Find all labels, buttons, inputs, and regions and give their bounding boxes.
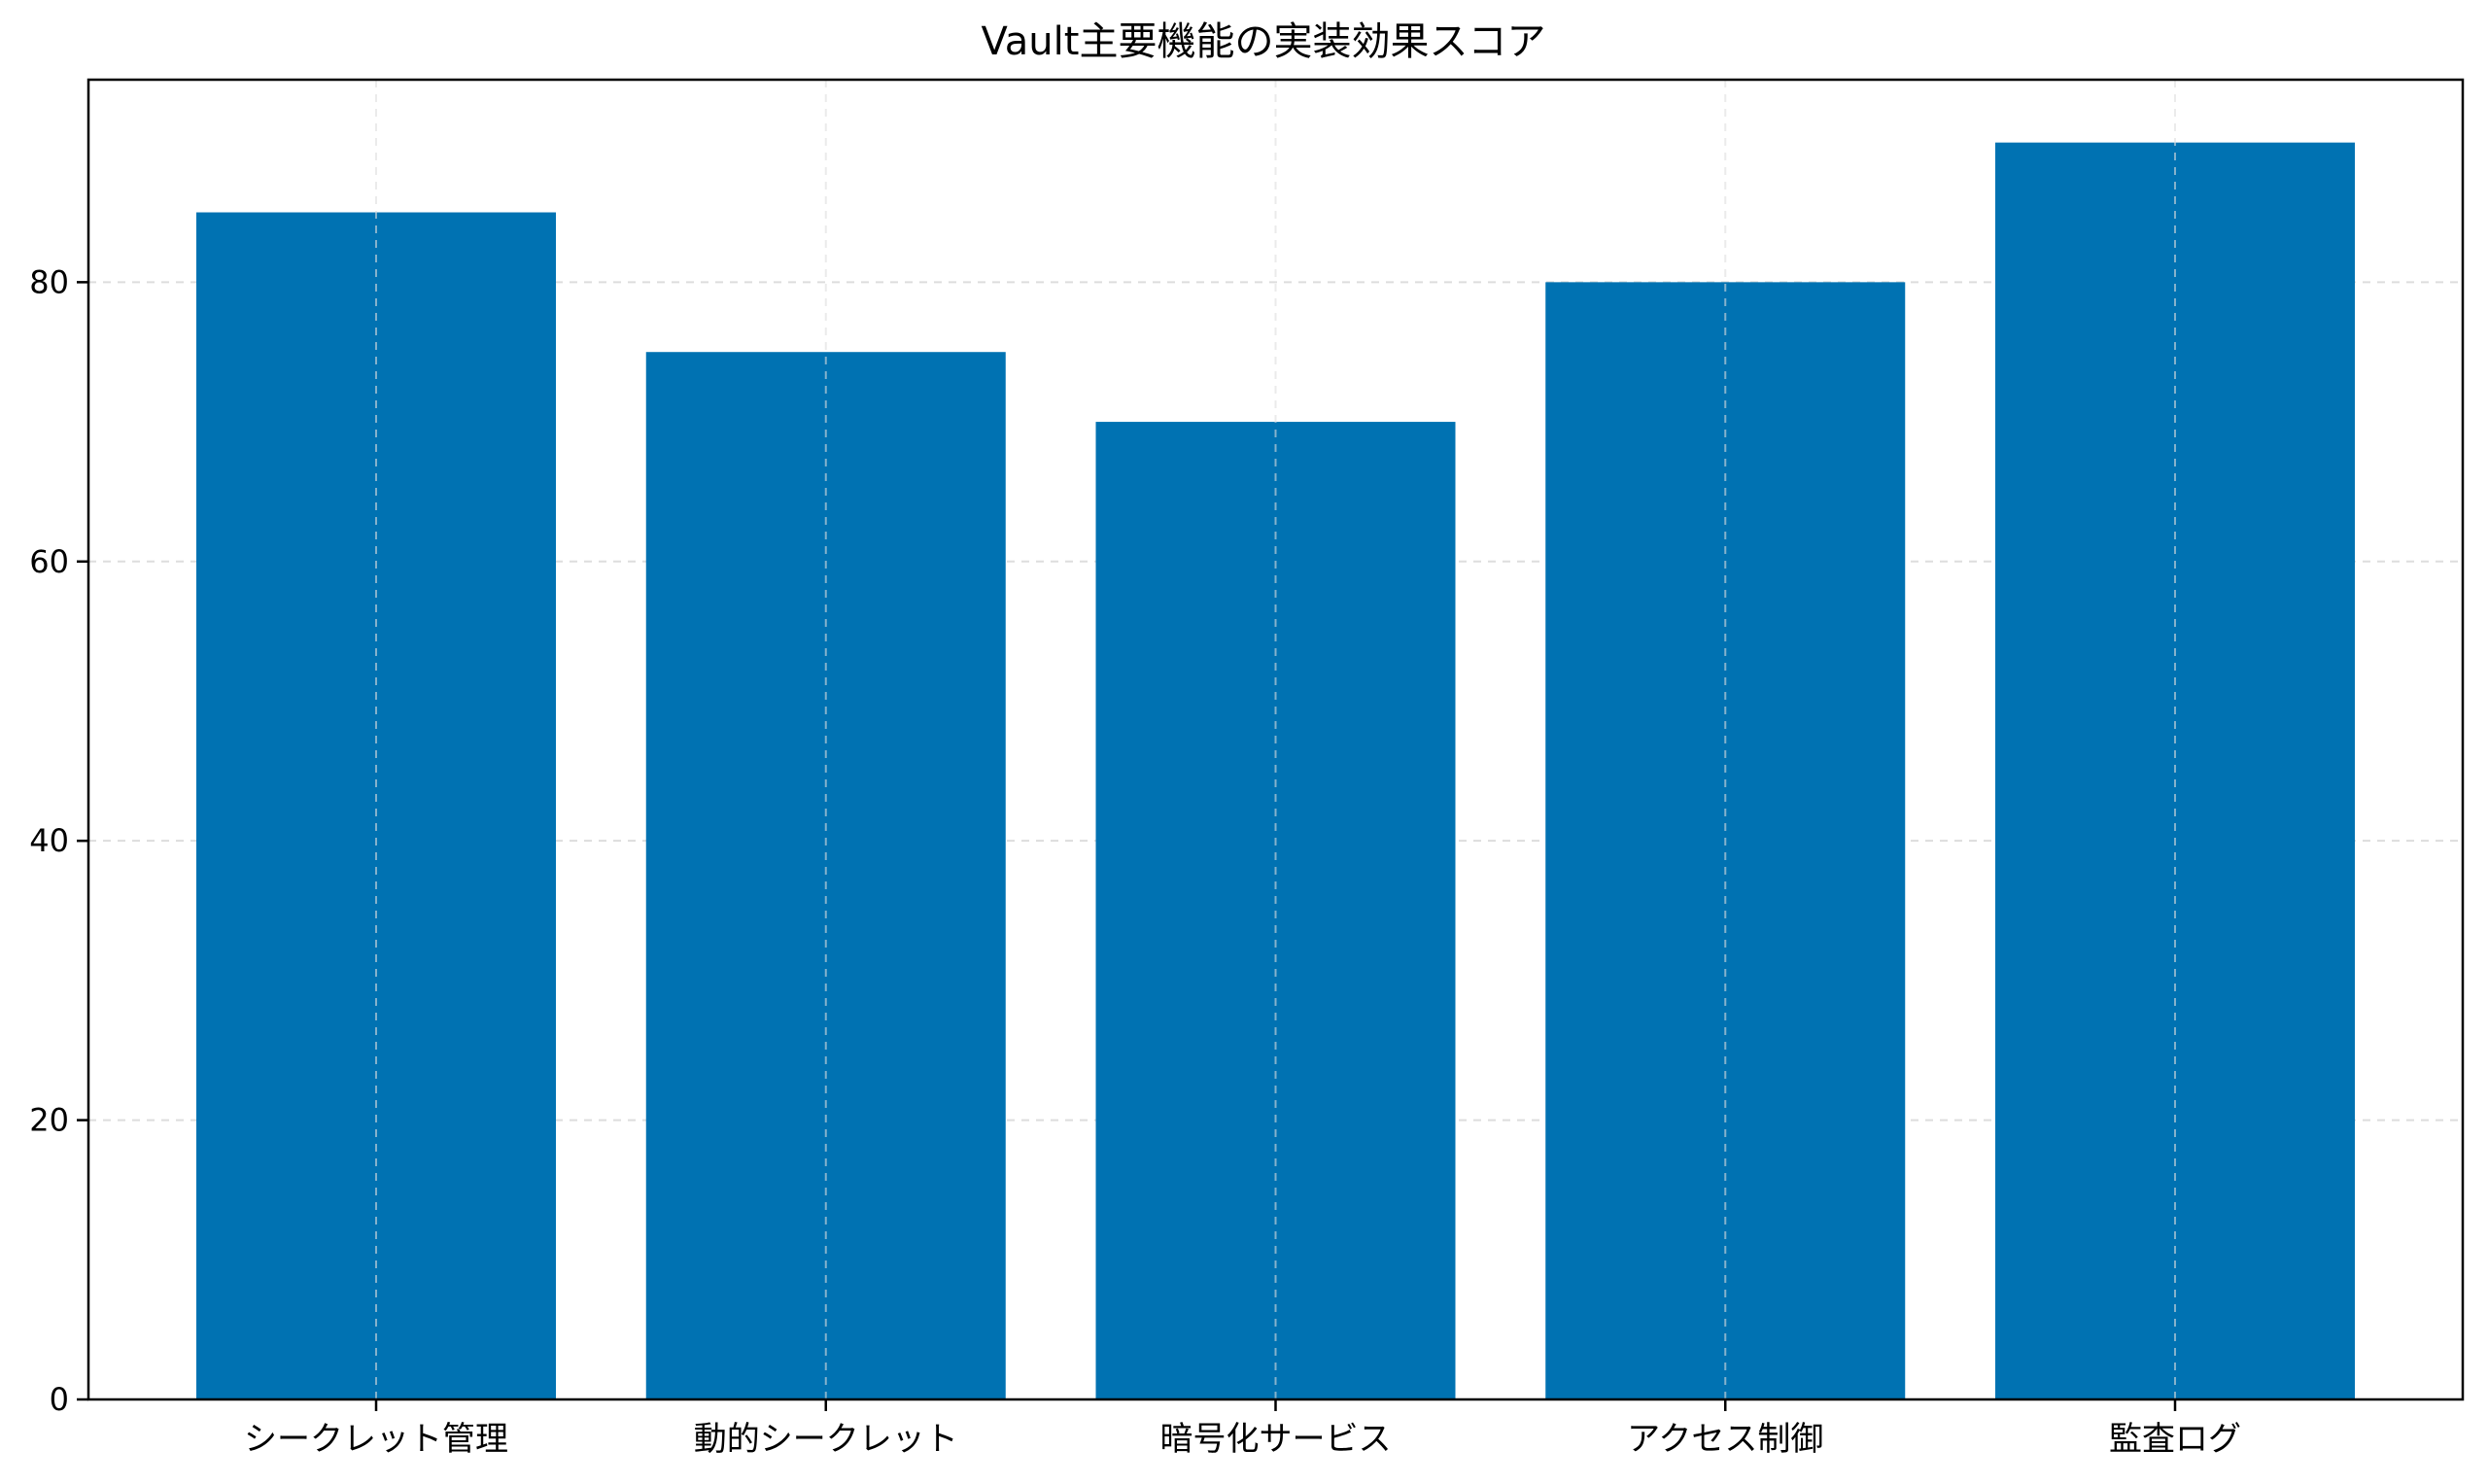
y-axis-ticks: 0 20 40 60 80	[29, 263, 88, 1418]
x-tick-label: アクセス制御	[1627, 1420, 1823, 1459]
bar	[196, 212, 556, 1399]
x-axis-ticks: シークレット管理 動的シークレット 暗号化サービス アクセス制御 監査ログ	[244, 1399, 2241, 1459]
y-tick-label: 40	[29, 822, 69, 859]
x-tick-label: シークレット管理	[244, 1420, 508, 1459]
y-tick-label: 0	[50, 1381, 69, 1418]
bar	[645, 352, 1006, 1400]
y-tick-label: 20	[29, 1102, 69, 1139]
x-tick-label: 暗号化サービス	[1160, 1420, 1392, 1459]
chart-title: Vault主要機能の実装効果スコア	[982, 19, 1546, 64]
vertical-gridlines	[375, 80, 2176, 1399]
x-tick-label: 監査ログ	[2109, 1420, 2241, 1459]
x-tick-label: 動的シークレット	[694, 1420, 958, 1459]
y-tick-label: 60	[29, 543, 69, 580]
y-tick-label: 80	[29, 263, 69, 300]
